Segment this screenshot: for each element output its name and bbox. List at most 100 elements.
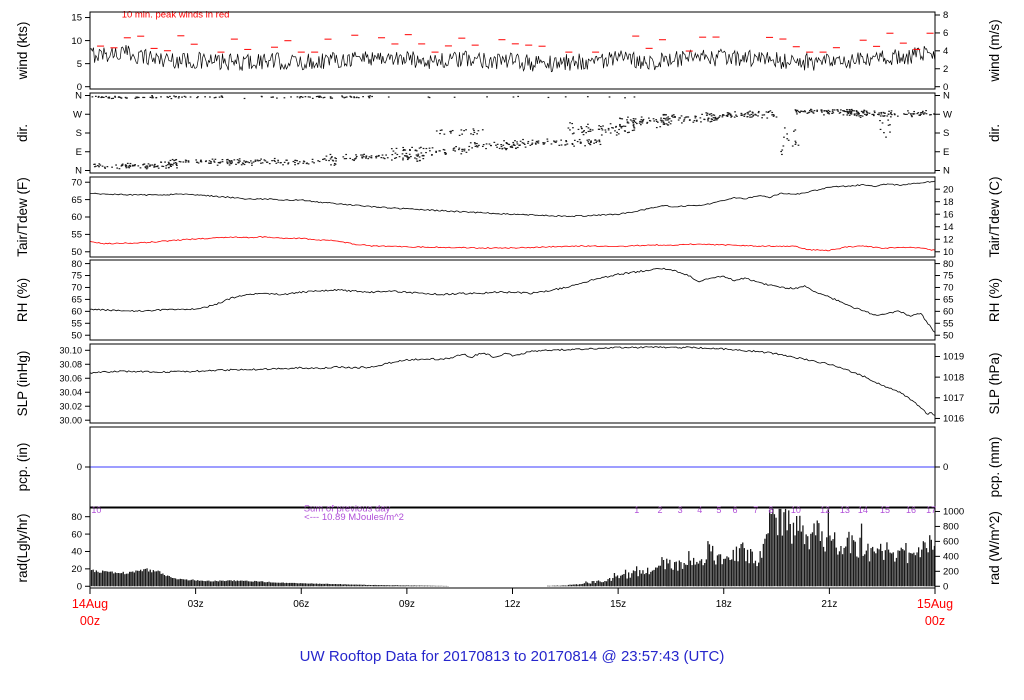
y-tick-label-right: 2 [943,64,948,75]
x-tick-label: 15z [610,599,626,610]
y-tick-label-left: 60 [71,529,82,540]
panel-frame-slp [89,343,936,424]
mj-marker: 17 [926,505,936,515]
y-tick-label-right: 1000 [943,507,964,518]
mj-marker: 5 [716,505,721,515]
series-air-temperature-F [90,180,935,218]
panel-frame-wind [89,11,936,90]
mj-marker: 6 [733,505,738,515]
mj-marker: 3 [678,505,683,515]
axis-label-right-rh: RH (%) [987,278,1002,322]
series-wind-speed-kts [90,44,935,73]
y-tick-label-right: 0 [943,462,948,473]
x-tick-label: 18z [716,599,732,610]
date-label: 00z [925,614,945,628]
y-tick-label-right: N [943,91,950,102]
mj-marker: 7 [753,505,758,515]
y-tick-label-left: 30.06 [59,373,82,383]
y-tick-label-left: E [76,147,82,158]
y-tick-label-right: 12 [943,234,954,245]
date-label: 00z [80,614,100,628]
y-tick-label-right: 0 [943,581,948,592]
series-relative-humidity [90,267,935,333]
mj-marker: 14 [858,505,868,515]
y-tick-label-left: 80 [71,259,82,270]
axis-label-left-rad: rad(Lgly/hr) [15,513,30,582]
y-tick-label-left: 60 [71,307,82,318]
axis-label-right-tair: Tair/Tdew (C) [987,176,1002,257]
axis-label-left-tair: Tair/Tdew (F) [15,177,30,257]
y-tick-label-right: 70 [943,283,954,294]
y-tick-label-left: N [75,166,82,177]
y-tick-label-right: N [943,166,950,177]
y-tick-label-left: 10 [71,36,82,47]
y-tick-label-left: 30.08 [59,359,82,369]
axis-label-right-slp: SLP (hPa) [987,352,1002,414]
y-tick-label-left: 65 [71,195,82,206]
y-tick-label-left: 80 [71,512,82,523]
y-tick-label-right: 14 [943,222,954,233]
y-tick-label-right: 65 [943,295,954,306]
panel-frame-tair [89,176,936,258]
series-sea-level-pressure [90,346,935,416]
mj-marker: 4 [697,505,702,515]
mj-marker: 10 [91,505,101,515]
y-tick-label-left: 55 [71,318,82,329]
y-tick-label-right: 55 [943,318,954,329]
axis-label-right-pcp: pcp. (mm) [987,437,1002,498]
y-tick-label-right: 1018 [943,372,964,383]
mj-marker: 2 [658,505,663,515]
page-title: UW Rooftop Data for 20170813 to 20170814… [299,648,725,665]
y-tick-label-left: N [75,91,82,102]
y-tick-label-left: 30.04 [59,387,82,397]
y-tick-label-left: 50 [71,330,82,341]
mj-marker: 15 [880,505,890,515]
mj-marker: 13 [840,505,850,515]
annotation: <--- 10.89 MJoules/m^2 [304,512,404,523]
y-tick-label-left: 50 [71,247,82,258]
y-tick-label-right: W [943,109,952,120]
y-tick-label-right: 200 [943,567,959,578]
y-tick-label-left: 30.10 [59,345,82,355]
x-tick-label: 03z [188,599,204,610]
series-dew-point-F [90,236,935,252]
panel-frame-dir [89,92,936,174]
axis-label-left-slp: SLP (inHg) [15,351,30,417]
panel-slp: 30.00 30.02 30.04 30.06 30.08 30.10 1016 1017 10… [15,343,1002,425]
y-tick-label-left: 70 [71,283,82,294]
y-tick-label-left: 15 [71,13,82,24]
y-tick-label-left: 20 [71,564,82,575]
y-tick-label-left: 0 [77,462,82,473]
y-tick-label-right: 1016 [943,414,964,425]
axis-label-left-dir: dir. [15,124,30,142]
panel-pcp: 0 0 pcp. (in) pcp. (mm) [15,426,1002,508]
y-tick-label-left: 40 [71,547,82,558]
y-tick-label-left: 0 [77,581,82,592]
y-tick-label-right: 50 [943,330,954,341]
y-tick-label-right: 1017 [943,393,964,404]
annotation: 10 min. peak winds in red [122,10,230,21]
mj-marker: 8 [768,505,773,515]
solar-radiation-bars [90,508,935,587]
axis-label-left-pcp: pcp. (in) [15,443,30,492]
y-tick-label-right: 10 [943,247,954,258]
axis-label-right-rad: rad (W/m^2) [987,511,1002,585]
y-tick-label-left: 70 [71,177,82,188]
wind-direction-points [91,95,935,170]
axis-label-left-wind: wind (kts) [15,22,30,81]
series-10-min-peak-winds [97,32,934,53]
mj-marker: 10 [791,505,801,515]
y-tick-label-left: 0 [77,82,82,93]
y-tick-label-right: E [943,147,949,158]
y-tick-label-right: 18 [943,197,954,208]
y-tick-label-right: 6 [943,28,948,39]
y-tick-label-right: 800 [943,522,959,533]
panel-frame-pcp [89,426,936,508]
y-tick-label-left: 55 [71,230,82,241]
y-tick-label-right: 0 [943,82,948,93]
